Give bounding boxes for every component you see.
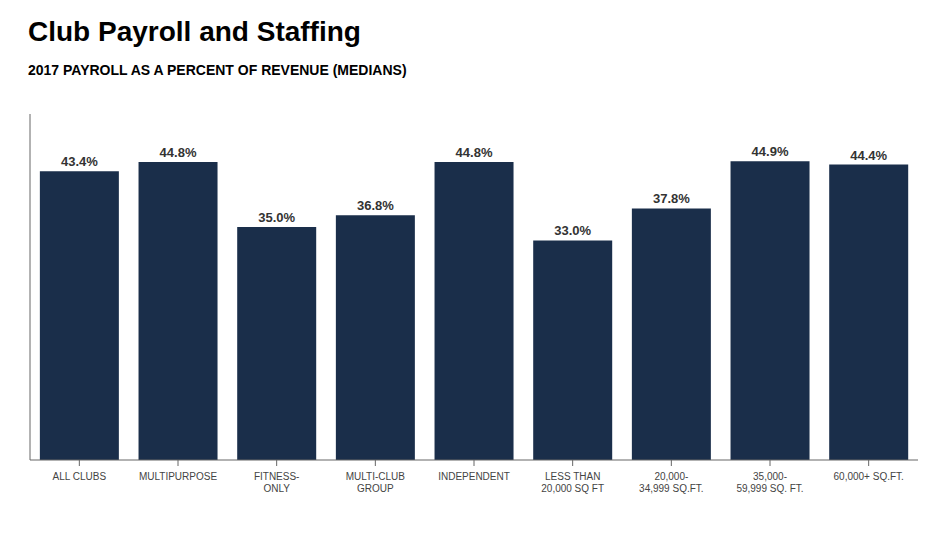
svg-text:FITNESS-ONLY: FITNESS-ONLY xyxy=(254,471,300,494)
html-text:2017 PAYROLL AS A PERCENT OF R: 2017 PAYROLL AS A PERCENT OF REVENUE (ME… xyxy=(28,62,407,78)
svg-text:43.4%: 43.4% xyxy=(61,154,98,169)
svg-text:LESS THAN20,000 SQ FT: LESS THAN20,000 SQ FT xyxy=(541,471,604,494)
svg-text:35.0%: 35.0% xyxy=(258,210,295,225)
svg-text:44.4%: 44.4% xyxy=(850,148,887,163)
svg-text:37.8%: 37.8% xyxy=(653,191,690,206)
html-text:Club Payroll and Staffing: Club Payroll and Staffing xyxy=(28,16,361,47)
svg-text:20,000-34,999 SQ.FT.: 20,000-34,999 SQ.FT. xyxy=(639,471,703,494)
svg-text:MULTI-CLUBGROUP: MULTI-CLUBGROUP xyxy=(346,471,406,494)
svg-text:MULTIPURPOSE: MULTIPURPOSE xyxy=(139,471,217,482)
svg-text:ALL CLUBS: ALL CLUBS xyxy=(53,471,107,482)
svg-text:44.9%: 44.9% xyxy=(752,144,789,159)
svg-text:44.8%: 44.8% xyxy=(456,145,493,160)
svg-text:60,000+ SQ.FT.: 60,000+ SQ.FT. xyxy=(834,471,904,482)
svg-text:36.8%: 36.8% xyxy=(357,198,394,213)
svg-text:35,000-59,999 SQ. FT.: 35,000-59,999 SQ. FT. xyxy=(736,471,803,494)
svg-text:44.8%: 44.8% xyxy=(160,145,197,160)
svg-text:INDEPENDENT: INDEPENDENT xyxy=(438,471,510,482)
svg-text:33.0%: 33.0% xyxy=(554,223,591,238)
